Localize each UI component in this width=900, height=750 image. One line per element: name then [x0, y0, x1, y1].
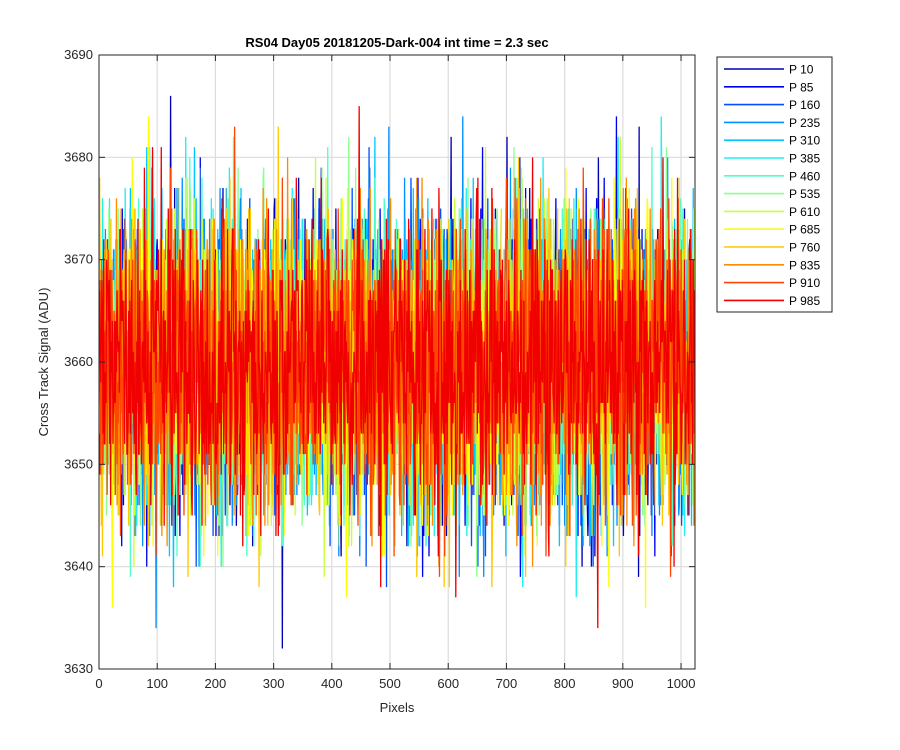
legend-entry: P 85 — [789, 80, 814, 94]
axis-ticks: 0 100 200 300 400 500 600 700 800 900 1000 3630 3640… — [64, 47, 695, 691]
legend-entry: P 160 — [789, 98, 820, 112]
y-tick-label: 3660 — [64, 354, 93, 369]
legend-box — [716, 56, 833, 313]
x-tick-label: 100 — [146, 676, 168, 691]
y-axis-label: Cross Track Signal (ADU) — [36, 288, 51, 437]
y-tick-label: 3690 — [64, 47, 93, 62]
x-tick-label: 200 — [205, 676, 227, 691]
x-tick-label: 800 — [554, 676, 576, 691]
legend-entry: P 385 — [789, 152, 820, 166]
legend-entry: P 985 — [789, 294, 820, 308]
series-line-p-910 — [99, 126, 695, 577]
x-tick-label: 500 — [379, 676, 401, 691]
x-axis-label: Pixels — [380, 700, 415, 715]
legend-entry: P 235 — [789, 116, 820, 130]
y-tick-label: 3670 — [64, 252, 93, 267]
legend-entry: P 610 — [789, 205, 820, 219]
legend-entry: P 835 — [789, 258, 820, 272]
legend: P 10 P 85 P 160 P 235 P 310 P 385 P 460 P 535 P … — [716, 56, 833, 313]
x-tick-label: 600 — [437, 676, 459, 691]
legend-entry: P 535 — [789, 187, 820, 201]
x-tick-label: 700 — [496, 676, 518, 691]
legend-entry: P 685 — [789, 223, 820, 237]
y-tick-label: 3640 — [64, 559, 93, 574]
y-tick-label: 3680 — [64, 149, 93, 164]
x-tick-label: 400 — [321, 676, 343, 691]
legend-entry: P 760 — [789, 241, 820, 255]
series-line-p-985 — [99, 106, 695, 629]
legend-entry: P 310 — [789, 134, 820, 148]
y-tick-label: 3630 — [64, 661, 93, 676]
x-tick-label: 900 — [612, 676, 634, 691]
chart-title: RS04 Day05 20181205-Dark-004 int time = … — [245, 35, 548, 50]
y-tick-label: 3650 — [64, 456, 93, 471]
legend-entry: P 910 — [789, 276, 820, 290]
legend-entry: P 460 — [789, 169, 820, 183]
legend-entry: P 10 — [789, 63, 814, 77]
x-tick-label: 300 — [263, 676, 285, 691]
x-tick-label: 1000 — [667, 676, 696, 691]
x-tick-label: 0 — [95, 676, 102, 691]
series-lines — [99, 95, 695, 649]
